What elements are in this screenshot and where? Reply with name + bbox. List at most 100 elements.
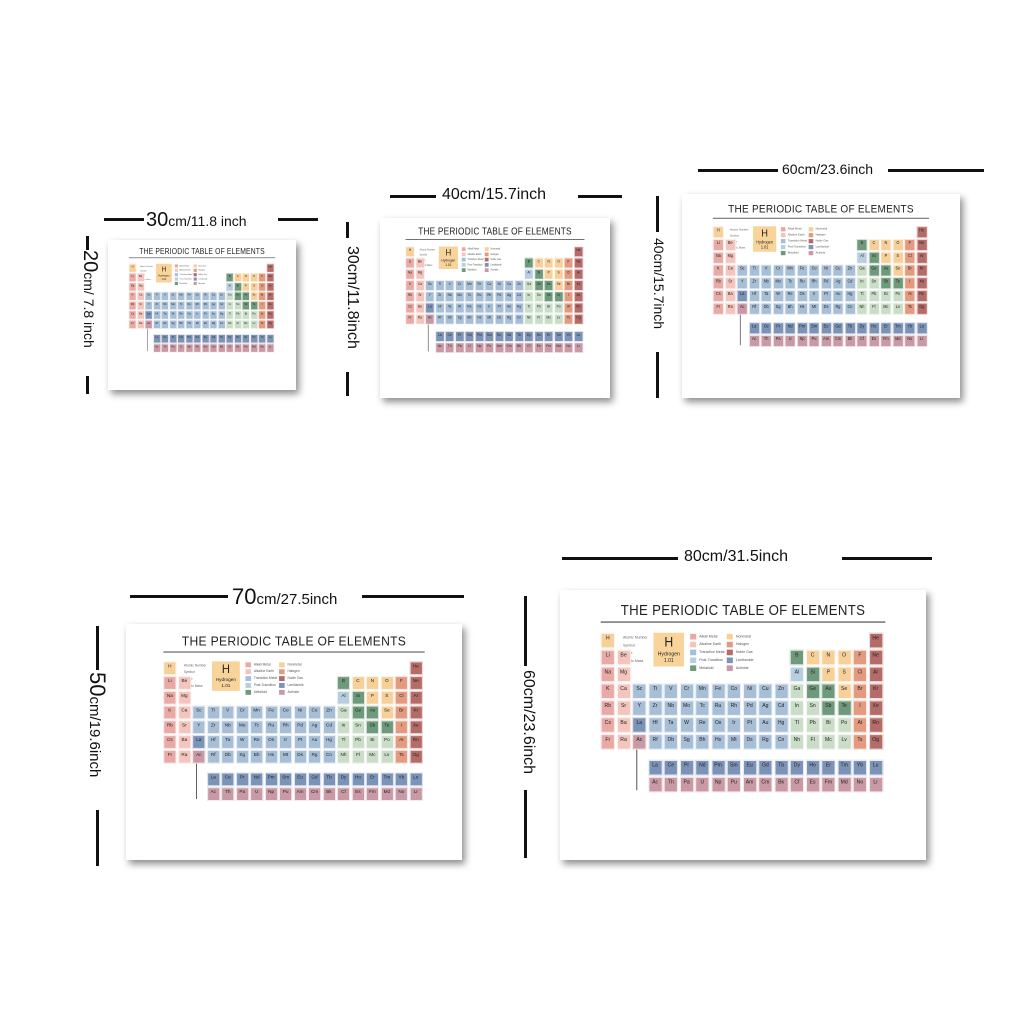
element-cell: Ac [145, 320, 153, 329]
actinide-cell: Md [380, 787, 394, 801]
element-cell: At [904, 290, 916, 302]
element-cell: Br [394, 705, 408, 720]
element-cell: Ru [185, 301, 193, 310]
element-cell: La [632, 717, 647, 733]
actinide-cell: U [695, 776, 710, 793]
actinide-cell: Ac [647, 776, 663, 793]
element-cell: B [336, 676, 350, 690]
legend-swatch [690, 649, 697, 655]
element-cell: Kr [409, 705, 423, 720]
element-cell: O [380, 676, 394, 690]
element-cell: Xe [409, 720, 423, 735]
element-cell: Si [234, 282, 242, 292]
lanthanide-cell: Pr [772, 322, 784, 335]
legend-item: Alkali Metal [461, 246, 500, 252]
element-cell: Nh [524, 314, 534, 325]
element-cell: He [573, 246, 583, 257]
legend-item: Nonmetal [279, 661, 335, 667]
element-cell: Y [632, 700, 647, 716]
element-cell: Bi [880, 290, 892, 302]
element-cell: In [789, 700, 804, 716]
element-cell: Sr [724, 277, 736, 290]
element-cell: Rn [573, 302, 583, 314]
legend-item: Alkali Metal [690, 633, 751, 640]
element-cell: Al [524, 269, 534, 280]
element-cell: Cn [217, 320, 226, 329]
element-cell: N [821, 649, 836, 666]
element-cell: Mc [242, 320, 250, 329]
element-cell: V [760, 264, 772, 277]
element-cell: Cn [514, 314, 524, 325]
element-cell: Pt [742, 717, 757, 733]
key-label: Atomic Mass [729, 245, 746, 250]
element-cell: Au [308, 735, 322, 749]
element-cell: Mc [544, 314, 554, 325]
legend-label: Halogen [735, 641, 750, 647]
element-cell: Og [266, 320, 274, 329]
element-cell: Mg [136, 282, 145, 292]
element-cell: Be [724, 239, 736, 251]
legend-swatch [245, 661, 252, 667]
element-cell: Ar [868, 666, 883, 683]
element-cell: Rn [266, 310, 274, 320]
legend-item: Nonmetal [808, 226, 855, 232]
actinide-cell: No [904, 335, 916, 347]
actinide-cell: Bk [514, 342, 524, 353]
width-dimension-line [698, 169, 778, 172]
f-block-connector [739, 314, 741, 346]
element-cell: Pb [234, 310, 242, 320]
height-label: 30cm/11.8inch [344, 246, 361, 349]
element-cell: Cs [163, 735, 177, 749]
element-cell: Cl [258, 282, 266, 292]
element-cell: Ni [494, 280, 504, 291]
element-cell: Tc [695, 700, 710, 716]
legend-item: Post-Transition [690, 656, 751, 663]
legend-label: Noble Gas [198, 273, 207, 276]
element-cell: Hg [322, 735, 336, 749]
actinide-cell: Es [805, 776, 820, 793]
element-cell: Ag [308, 720, 322, 735]
element-cell: Si [351, 690, 365, 705]
legend-swatch [808, 226, 814, 232]
element-cell: Al [336, 690, 350, 705]
key-label: Atomic Number [419, 248, 436, 251]
element-cell: Db [161, 320, 169, 329]
actinide-cell: Pu [484, 342, 494, 353]
legend-label: Transition Metal [467, 257, 484, 261]
element-cell: Rg [504, 314, 514, 325]
element-cell: Nb [221, 720, 235, 735]
element-cell: Sr [616, 700, 631, 716]
lanthanide-cell: Ho [351, 772, 365, 787]
key-label: Atomic Mass [419, 263, 433, 267]
key-element-mass: 1.01 [221, 683, 231, 689]
element-cell: B [789, 649, 804, 666]
element-cell: Ts [258, 320, 266, 329]
element-cell: Pt [201, 310, 210, 320]
element-cell: Re [177, 310, 185, 320]
element-cell: Ts [564, 314, 573, 325]
element-cell: Si [534, 269, 544, 280]
actinide-cell: Ac [748, 335, 760, 347]
actinide-cell: Md [554, 342, 564, 353]
key-element-cell: H Hydrogen 1.01 [753, 226, 777, 252]
lanthanide-cell: Sm [279, 772, 293, 787]
lanthanide-cell: La [748, 322, 760, 335]
actinide-cell: Ac [153, 343, 161, 353]
legend-label: Alkaline Earth [699, 641, 722, 647]
actinide-cell: Pu [279, 787, 293, 801]
key-element-cell: H Hydrogen 1.01 [438, 246, 458, 269]
element-cell: V [161, 291, 169, 301]
lanthanide-cell: Ce [221, 772, 235, 787]
element-cell: Hs [710, 734, 726, 750]
element-cell: S [380, 690, 394, 705]
element-cell: Ta [445, 302, 455, 314]
legend-label: Transition Metal [253, 676, 277, 681]
legend-label: Alkali Metal [699, 633, 718, 639]
f-block-connector [196, 763, 197, 800]
element-cell: Na [128, 282, 137, 292]
element-cell: Cl [852, 666, 868, 683]
element-cell: O [554, 257, 564, 269]
element-cell: Cr [169, 291, 177, 301]
f-block-connector [147, 328, 148, 352]
element-cell: Tc [177, 301, 185, 310]
